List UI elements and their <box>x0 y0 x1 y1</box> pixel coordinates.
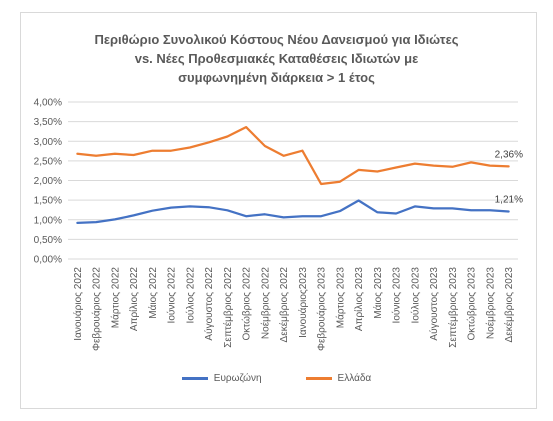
x-tick-label: Ιανουάριος2023 <box>297 267 309 338</box>
x-tick-label: Σεπτέμβριος 2022 <box>222 267 234 348</box>
x-tick-label: Οκτώβριος 2022 <box>241 267 253 341</box>
legend-item-eurozone: Ευρωζώνη <box>181 373 262 384</box>
legend-swatch-greece <box>305 377 332 380</box>
x-tick-label: Μάρτιος 2023 <box>334 267 346 329</box>
x-tick-label: Ιούνιος 2022 <box>166 267 178 324</box>
chart-title-line-3: συμφωνημένη διάρκεια > 1 έτος <box>178 70 375 85</box>
chart-title-line-1: Περιθώριο Συνολικού Κόστους Νέου Δανεισμ… <box>94 32 459 47</box>
x-tick-label: Ιούνιος 2023 <box>391 267 403 324</box>
series-line-eurozone <box>76 199 510 225</box>
y-tick-label: 2,50% <box>34 156 62 167</box>
end-value-label: 1,21% <box>495 195 523 206</box>
x-tick-label: Αύγουστος 2022 <box>203 267 215 341</box>
x-tick-label: Μάιος 2023 <box>372 267 384 319</box>
x-tick-label: Σεπτέμβριος 2023 <box>447 267 459 348</box>
y-tick-label: 0,00% <box>34 255 62 266</box>
y-tick-label: 3,00% <box>34 137 62 148</box>
x-tick-label: Νοέμβριος 2022 <box>259 267 271 340</box>
x-tick-label: Απρίλιος 2023 <box>353 267 365 332</box>
legend-swatch-eurozone <box>181 377 208 380</box>
x-tick-label: Οκτώβριος 2023 <box>466 267 478 341</box>
x-tick-label: Δεκέμβριος 2023 <box>503 267 515 343</box>
x-tick-label: Ιανουάριος 2022 <box>72 267 84 341</box>
y-tick-label: 4,00% <box>34 98 62 109</box>
x-tick-label: Φεβρουάριος 2023 <box>316 267 328 351</box>
x-tick-label: Ιούλιος 2022 <box>184 267 196 324</box>
y-tick-label: 1,50% <box>34 196 62 207</box>
series-line-greece <box>76 125 510 186</box>
x-tick-label: Μάιος 2022 <box>147 267 159 319</box>
x-tick-label: Απρίλιος 2022 <box>128 267 140 332</box>
legend-item-greece: Ελλάδα <box>305 373 372 384</box>
y-tick-label: 2,00% <box>34 176 62 187</box>
legend-label-greece: Ελλάδα <box>337 373 372 384</box>
chart-title-line-2: vs. Νέες Προθεσμιακές Καταθέσεις Ιδιωτών… <box>134 51 419 66</box>
end-value-label: 2,36% <box>495 149 523 160</box>
x-tick-label: Δεκέμβριος 2022 <box>278 267 290 343</box>
x-tick-label: Αύγουστος 2023 <box>428 267 440 341</box>
chart-frame <box>20 12 537 409</box>
x-tick-label: Νοέμβριος 2023 <box>484 267 496 340</box>
y-tick-label: 0,50% <box>34 235 62 246</box>
chart-title: Περιθώριο Συνολικού Κόστους Νέου Δανεισμ… <box>10 30 543 87</box>
x-tick-label: Φεβρουάριος 2022 <box>91 267 103 351</box>
y-tick-label: 1,00% <box>34 215 62 226</box>
chart-legend: Ευρωζώνη Ελλάδα <box>0 373 553 384</box>
x-tick-label: Μάρτιος 2022 <box>109 267 121 329</box>
y-tick-label: 3,50% <box>34 117 62 128</box>
x-tick-label: Ιούλιος 2023 <box>409 267 421 324</box>
legend-label-eurozone: Ευρωζώνη <box>213 373 262 384</box>
